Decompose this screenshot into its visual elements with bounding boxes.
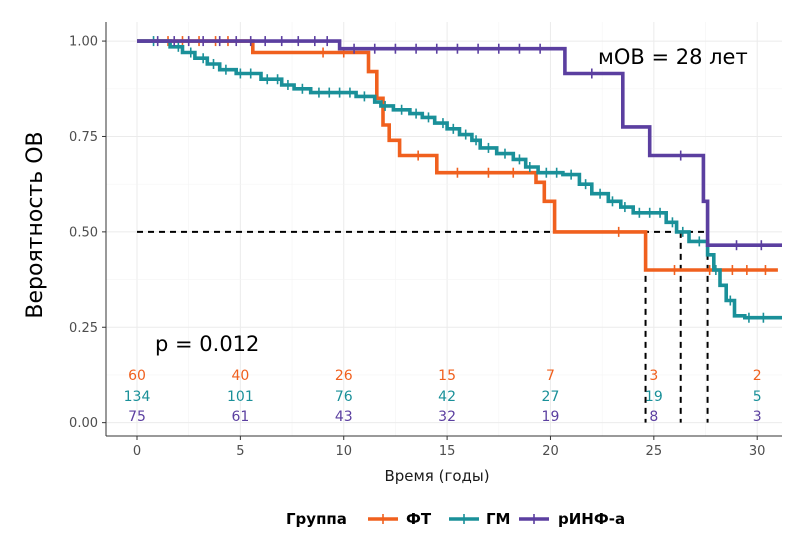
risk-count: 5 [753, 389, 762, 405]
survival-curves [137, 36, 782, 323]
legend-label: ГМ [486, 510, 511, 528]
x-tick-label: 15 [439, 444, 456, 459]
plot-panel [106, 22, 782, 436]
x-tick-label: 5 [236, 444, 244, 459]
y-tick-label: 1.00 [69, 35, 98, 50]
grid [106, 22, 782, 436]
risk-count: 60 [128, 368, 146, 384]
p-value-annotation: p = 0.012 [155, 332, 259, 356]
risk-count: 42 [438, 389, 456, 405]
risk-count: 3 [753, 409, 762, 425]
risk-count: 43 [335, 409, 353, 425]
risk-count: 3 [649, 368, 658, 384]
y-tick-label: 0.50 [69, 225, 98, 240]
x-tick-label: 25 [646, 444, 663, 459]
legend-label: рИНФ-a [558, 510, 625, 528]
y-tick-label: 0.75 [69, 130, 98, 145]
risk-count: 19 [645, 389, 663, 405]
risk-count: 8 [649, 409, 658, 425]
risk-count: 101 [227, 389, 254, 405]
axes [105, 22, 782, 437]
y-tick-label: 0.25 [69, 321, 98, 336]
x-tick-label: 20 [542, 444, 559, 459]
risk-count: 61 [231, 409, 249, 425]
risk-count: 7 [546, 368, 555, 384]
x-tick-label: 0 [133, 444, 141, 459]
x-axis-title: Время (годы) [384, 467, 489, 485]
risk-count: 2 [753, 368, 762, 384]
y-tick-label: 0.00 [69, 416, 98, 431]
legend: Группа ФТ ГМ рИНФ-a [286, 510, 625, 528]
y-axis-title: Вероятность ОВ [23, 131, 48, 318]
tick-labels: 0 5 10 15 20 25 300.000.250.500.751.00 [69, 35, 765, 459]
risk-count: 19 [542, 409, 560, 425]
x-tick-label: 30 [749, 444, 766, 459]
legend-label: ФТ [406, 510, 432, 528]
risk-count: 32 [438, 409, 456, 425]
median-annotation: мОВ = 28 лет [598, 45, 748, 69]
risk-count: 15 [438, 368, 456, 384]
risk-count: 75 [128, 409, 146, 425]
risk-count: 134 [124, 389, 151, 405]
risk-count: 76 [335, 389, 353, 405]
legend-title: Группа [286, 510, 347, 528]
risk-count: 26 [335, 368, 353, 384]
survival-curve [137, 39, 782, 247]
risk-count: 27 [542, 389, 560, 405]
survival-curve [137, 39, 778, 272]
x-tick-label: 10 [335, 444, 352, 459]
risk-count: 40 [231, 368, 249, 384]
series-2 [137, 36, 782, 251]
series-1 [137, 36, 782, 323]
plot-background [106, 22, 782, 436]
